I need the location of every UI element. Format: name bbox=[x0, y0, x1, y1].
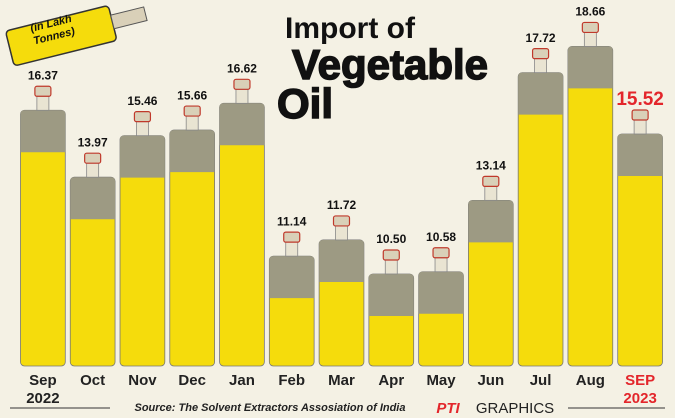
bottle-shoulder bbox=[568, 46, 613, 88]
chart-title: Oil bbox=[277, 80, 333, 127]
value-label: 16.37 bbox=[28, 68, 58, 82]
bottle-cap bbox=[85, 153, 101, 163]
bottle-neck bbox=[584, 32, 596, 46]
bottle-neck bbox=[485, 186, 497, 200]
credit: GRAPHICS bbox=[476, 400, 554, 417]
bottle-neck bbox=[286, 242, 298, 256]
bottle-cap bbox=[35, 86, 51, 96]
value-label: 15.66 bbox=[177, 88, 207, 102]
bottle-shoulder bbox=[468, 200, 513, 242]
bottle-neck bbox=[136, 122, 148, 136]
x-tick-label: Sep 2022 bbox=[20, 372, 66, 408]
value-label: 13.97 bbox=[78, 135, 108, 149]
x-tick-label: Apr bbox=[368, 372, 414, 390]
value-label: 11.72 bbox=[327, 198, 357, 212]
bottle-body bbox=[518, 73, 563, 366]
bottle-cap bbox=[234, 79, 250, 89]
bottle-cap bbox=[383, 250, 399, 260]
value-label: 11.14 bbox=[277, 214, 307, 228]
value-label: 10.58 bbox=[426, 230, 456, 244]
bottle-cap bbox=[533, 49, 549, 59]
value-label: 18.66 bbox=[575, 5, 605, 19]
x-tick-label: Aug bbox=[567, 372, 613, 390]
value-label: 15.52 bbox=[616, 89, 664, 110]
bottle-cap bbox=[582, 22, 598, 32]
bottle-cap bbox=[632, 110, 648, 120]
chart-canvas: (in Lakh Tonnes) Import of Vegetable Oil… bbox=[0, 0, 675, 418]
bottle-shoulder bbox=[369, 274, 414, 316]
bottle-neck bbox=[37, 96, 49, 110]
bottle-neck bbox=[336, 226, 348, 240]
value-label: 10.50 bbox=[376, 232, 406, 246]
bottle-neck bbox=[186, 116, 198, 130]
bottle-cap bbox=[184, 106, 200, 116]
bottle-shoulder bbox=[20, 110, 65, 152]
bottle-cap bbox=[134, 112, 150, 122]
x-tick-label: Jul bbox=[518, 372, 564, 390]
x-tick-label: May bbox=[418, 372, 464, 390]
x-tick-label: Feb bbox=[269, 372, 315, 390]
bottle-shoulder bbox=[70, 177, 115, 219]
x-tick-label: Dec bbox=[169, 372, 215, 390]
x-tick-label: SEP 2023 bbox=[617, 372, 663, 408]
bottle-shoulder bbox=[618, 134, 663, 176]
bottle-shoulder bbox=[269, 256, 314, 298]
bottle-neck bbox=[385, 260, 397, 274]
credit-logo: PTI bbox=[436, 400, 460, 417]
x-tick-label: Jan bbox=[219, 372, 265, 390]
bottle-shoulder bbox=[220, 103, 265, 145]
chart-title: Import of bbox=[285, 12, 416, 45]
bottle-shoulder bbox=[518, 73, 563, 115]
x-tick-label: Nov bbox=[119, 372, 165, 390]
bottle-shoulder bbox=[319, 240, 364, 282]
bottle-neck bbox=[435, 258, 447, 272]
source: Source: The Solvent Extractors Assosiati… bbox=[135, 402, 406, 414]
bottle-cap bbox=[483, 176, 499, 186]
bottle-shoulder bbox=[170, 130, 215, 172]
bottle-cap bbox=[433, 248, 449, 258]
unit-tag-cap bbox=[111, 7, 147, 29]
value-label: 16.62 bbox=[227, 61, 257, 75]
x-tick-label: Mar bbox=[319, 372, 365, 390]
bottle-shoulder bbox=[419, 272, 464, 314]
bottle-neck bbox=[236, 89, 248, 103]
bottle-cap bbox=[334, 216, 350, 226]
bottle-body bbox=[568, 46, 613, 366]
bottle-neck bbox=[535, 59, 547, 73]
unit-label: (in Lakh Tonnes) bbox=[11, 8, 95, 53]
x-tick-label: Jun bbox=[468, 372, 514, 390]
chart: (in Lakh Tonnes) Import of Vegetable Oil… bbox=[0, 0, 675, 418]
x-tick-label: Oct bbox=[70, 372, 116, 390]
value-label: 15.46 bbox=[127, 94, 157, 108]
bottle-neck bbox=[87, 163, 99, 177]
bottle-shoulder bbox=[120, 136, 165, 178]
value-label: 17.72 bbox=[526, 31, 556, 45]
bottle-neck bbox=[634, 120, 646, 134]
value-label: 13.14 bbox=[476, 159, 506, 173]
bottle-cap bbox=[284, 232, 300, 242]
unit-label-box: (in Lakh Tonnes) bbox=[11, 8, 98, 66]
